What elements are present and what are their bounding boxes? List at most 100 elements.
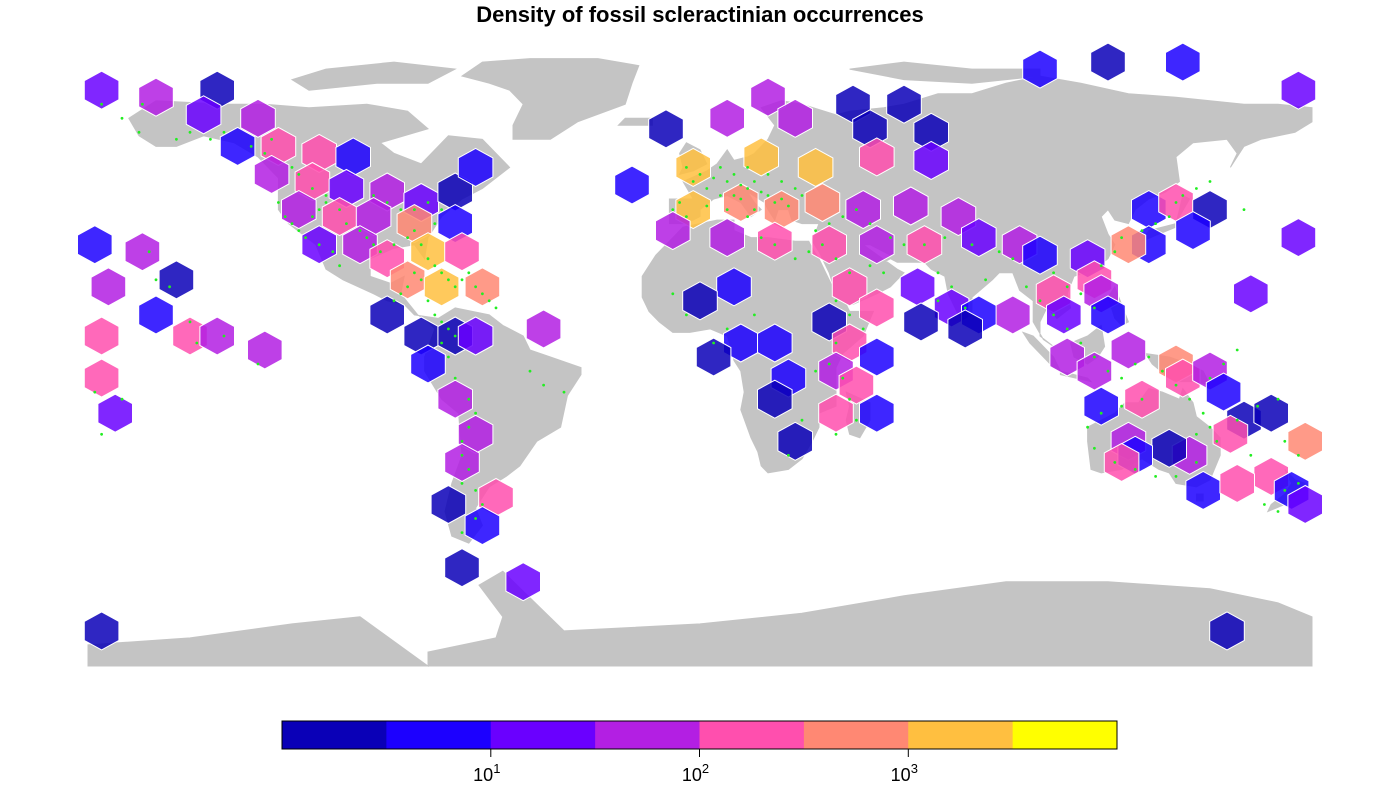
occurrence-point	[719, 194, 722, 197]
occurrence-point	[1038, 299, 1042, 303]
occurrence-point	[1208, 180, 1212, 183]
occurrence-point	[671, 292, 675, 296]
hex-cell	[444, 548, 480, 588]
occurrence-point	[419, 278, 423, 282]
occurrence-point	[528, 369, 532, 373]
occurrence-point	[787, 204, 790, 208]
occurrence-point	[562, 390, 566, 394]
occurrence-point	[970, 243, 974, 247]
occurrence-point	[399, 208, 403, 212]
occurrence-point	[719, 166, 722, 169]
occurrence-point	[154, 278, 158, 282]
occurrence-point	[1297, 482, 1300, 485]
occurrence-point	[691, 180, 695, 183]
hex-cell	[1219, 463, 1255, 503]
occurrence-point	[821, 243, 824, 247]
occurrence-point	[923, 243, 926, 247]
occurrence-point	[447, 278, 450, 282]
occurrence-point	[889, 236, 892, 240]
occurrence-point	[1120, 376, 1123, 380]
occurrence-point	[1283, 489, 1287, 492]
occurrence-point	[277, 201, 280, 204]
hex-cell	[281, 190, 317, 230]
occurrence-point	[460, 453, 464, 457]
hex-cell	[389, 260, 426, 300]
land-mass	[87, 570, 1313, 667]
occurrence-point	[413, 271, 416, 275]
occurrence-point	[440, 208, 443, 212]
occurrence-point	[481, 503, 484, 506]
occurrence-point	[345, 222, 348, 226]
occurrence-point	[807, 250, 811, 254]
occurrence-point	[249, 145, 253, 148]
occurrence-point	[678, 201, 681, 204]
occurrence-point	[487, 299, 491, 303]
occurrence-point	[433, 222, 437, 226]
hex-cell	[138, 295, 174, 335]
hex-cells	[77, 42, 1323, 651]
hex-cell	[757, 379, 793, 419]
occurrence-points	[93, 102, 1300, 534]
occurrence-point	[460, 482, 464, 485]
hex-cell	[410, 344, 446, 384]
occurrence-point	[1195, 461, 1198, 464]
occurrence-point	[746, 166, 749, 169]
occurrence-point	[1297, 453, 1300, 457]
hex-cell	[457, 316, 494, 356]
occurrence-point	[1215, 439, 1219, 443]
hex-cell	[83, 316, 120, 356]
occurrence-point	[766, 173, 770, 176]
hex-cell	[1165, 42, 1201, 82]
hex-cell	[423, 267, 460, 307]
hex-cell	[1090, 295, 1126, 335]
occurrence-point	[855, 418, 858, 422]
occurrence-point	[433, 313, 437, 317]
legend-ticks: 101 102 103	[473, 749, 918, 785]
hex-cell	[961, 218, 997, 258]
occurrence-point	[671, 208, 675, 212]
occurrence-point	[1086, 425, 1089, 429]
occurrence-point	[474, 285, 477, 289]
occurrence-point	[195, 341, 199, 345]
hex-cell	[818, 393, 854, 433]
occurrence-point	[685, 313, 688, 317]
occurrence-point	[263, 152, 267, 155]
occurrence-point	[1011, 257, 1015, 261]
occurrence-point	[270, 137, 273, 141]
occurrence-point	[1222, 362, 1225, 366]
hex-cell	[430, 484, 467, 525]
occurrence-point	[338, 264, 341, 268]
occurrence-point	[100, 102, 103, 106]
occurrence-point	[467, 271, 471, 275]
occurrence-point	[474, 489, 477, 492]
hex-cell	[464, 506, 501, 546]
occurrence-point	[1161, 369, 1164, 373]
occurrence-point	[1133, 468, 1137, 471]
occurrence-point	[453, 334, 457, 338]
hex-cell	[1280, 218, 1317, 258]
occurrence-point	[1065, 327, 1069, 331]
hex-cell	[342, 225, 378, 265]
legend-bin	[386, 721, 492, 749]
occurrence-point	[188, 130, 192, 134]
hex-cell	[947, 309, 983, 349]
occurrence-point	[1052, 271, 1055, 275]
hex-cell	[464, 267, 501, 307]
occurrence-point	[834, 257, 838, 261]
hex-cell	[444, 232, 480, 272]
occurrence-point	[290, 222, 294, 226]
occurrence-point	[467, 425, 471, 429]
hex-cell	[831, 267, 868, 307]
occurrence-point	[1099, 411, 1103, 415]
occurrence-point	[712, 341, 715, 345]
occurrence-point	[433, 264, 437, 268]
hex-cell	[1175, 211, 1211, 251]
hex-cell	[437, 379, 473, 419]
occurrence-point	[392, 243, 396, 247]
occurrence-point	[1106, 369, 1110, 373]
occurrence-point	[1120, 236, 1123, 240]
occurrence-point	[358, 229, 362, 233]
hex-cell	[90, 267, 127, 307]
occurrence-point	[725, 208, 729, 212]
occurrence-point	[460, 439, 464, 443]
